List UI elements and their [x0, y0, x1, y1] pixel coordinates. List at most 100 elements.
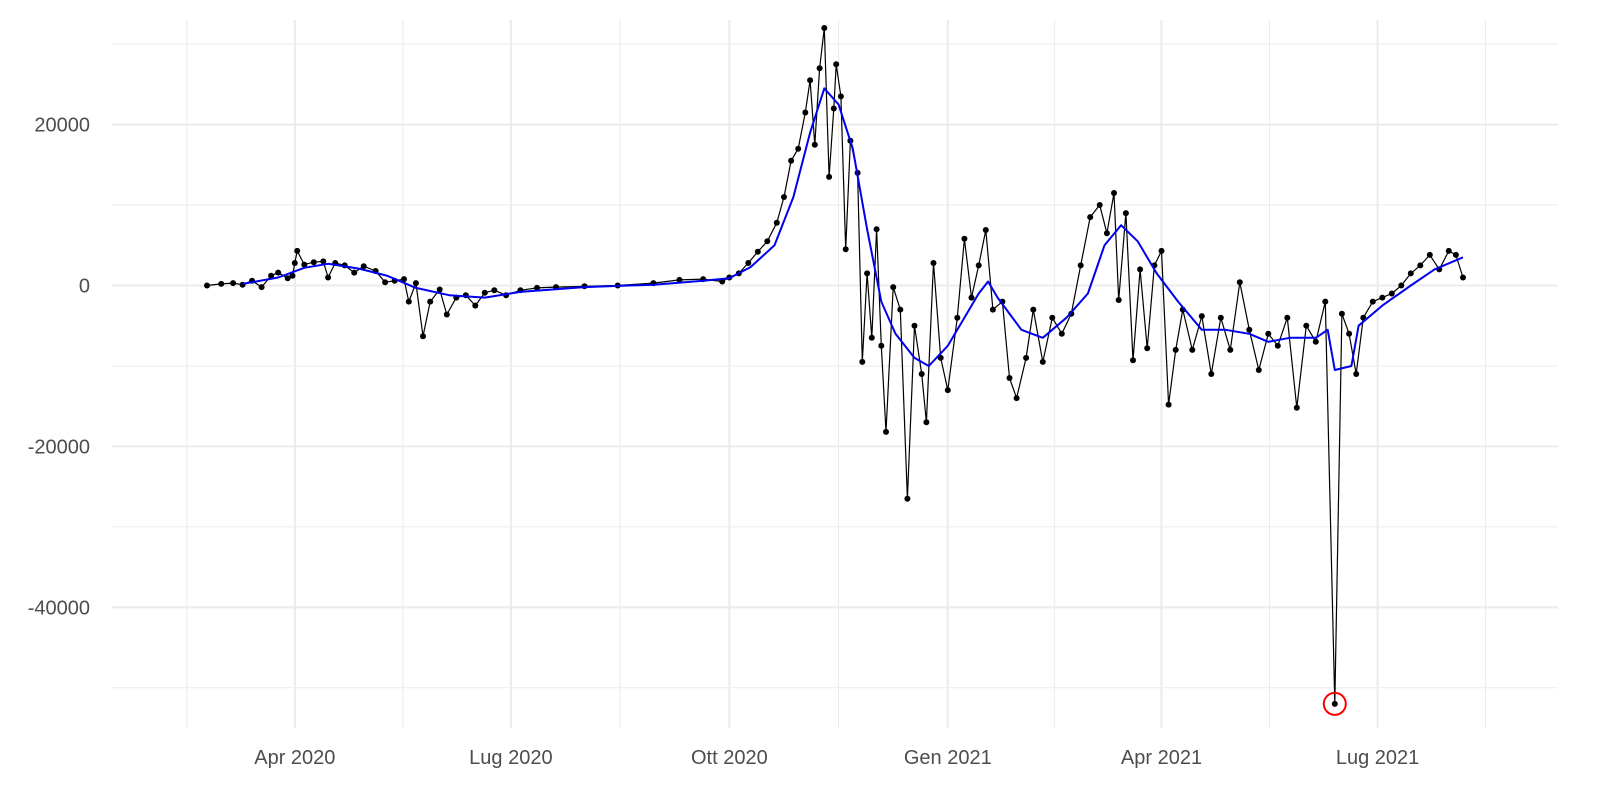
x-tick-label: Gen 2021: [904, 747, 992, 769]
data-point: [864, 270, 871, 277]
data-point: [754, 248, 761, 255]
data-point: [989, 306, 996, 313]
data-point: [1087, 214, 1094, 221]
data-point: [904, 495, 911, 502]
data-point: [1189, 346, 1196, 353]
data-point: [811, 141, 818, 148]
x-tick-label: Lug 2021: [1336, 747, 1419, 769]
grid: [112, 20, 1558, 728]
data-point: [218, 280, 225, 287]
data-point: [1039, 358, 1046, 365]
data-point: [301, 261, 308, 268]
data-point: [294, 247, 301, 254]
data-point: [1165, 401, 1172, 408]
data-point: [291, 260, 298, 266]
data-point: [1379, 294, 1386, 301]
data-point: [1338, 310, 1345, 317]
data-point: [1096, 202, 1103, 208]
data-point: [351, 269, 358, 276]
series-line-trend: [242, 87, 1464, 371]
data-point: [890, 284, 897, 291]
data-point: [1417, 262, 1424, 269]
data-point: [830, 105, 837, 112]
data-point: [1115, 297, 1122, 303]
data-point: [534, 284, 540, 291]
data-point: [1103, 230, 1110, 237]
data-point: [842, 246, 849, 253]
data-point: [911, 322, 918, 329]
data-point: [325, 274, 332, 281]
data-point: [204, 282, 210, 289]
data-point: [961, 235, 968, 242]
annotation-layer: [1322, 691, 1347, 716]
data-point: [481, 289, 488, 296]
x-tick-label: Lug 2020: [469, 747, 552, 769]
data-point: [1407, 270, 1414, 277]
data-point: [868, 334, 875, 341]
data-point: [1255, 367, 1262, 373]
data-point: [1023, 354, 1030, 361]
data-point: [1293, 404, 1300, 411]
axis-labels: 20000 0 -20000 -40000 Apr 2020 Lug 2020 Ott 20…: [28, 115, 1420, 769]
data-point: [1172, 346, 1179, 353]
data-point: [1227, 346, 1234, 353]
y-tick-label: 0: [79, 276, 90, 298]
data-point: [1130, 357, 1136, 364]
data-point: [275, 269, 282, 276]
data-point: [1049, 314, 1056, 321]
data-point: [1236, 279, 1243, 286]
data-point: [289, 272, 296, 279]
data-point: [310, 259, 317, 266]
data-point: [1312, 338, 1319, 345]
data-point: [802, 109, 809, 116]
data-point: [897, 306, 904, 313]
data-point: [923, 419, 930, 426]
x-tick-label: Apr 2020: [254, 747, 335, 769]
data-point: [1369, 298, 1376, 305]
data-point: [258, 284, 265, 291]
data-point: [788, 157, 795, 164]
data-point: [1426, 251, 1433, 258]
data-point: [412, 280, 419, 287]
data-point: [401, 276, 407, 283]
data-point: [1013, 395, 1020, 402]
data-point: [1246, 326, 1253, 333]
data-point: [443, 311, 450, 318]
data-point: [427, 298, 434, 305]
highlight-circle: [1322, 691, 1347, 716]
data-point: [873, 226, 880, 233]
data-point: [472, 302, 479, 309]
data-point: [975, 262, 982, 269]
data-point: [1322, 298, 1329, 305]
data-point: [268, 272, 275, 279]
x-tick-label: Ott 2020: [691, 747, 768, 769]
data-point: [773, 219, 780, 226]
data-point: [821, 25, 828, 31]
data-point: [1353, 371, 1360, 377]
data-point: [745, 260, 752, 266]
data-point: [982, 227, 989, 233]
data-point: [859, 358, 866, 365]
data-point: [405, 298, 412, 305]
data-point: [930, 260, 937, 266]
data-point: [360, 263, 367, 270]
data-point: [968, 294, 975, 301]
data-point: [1198, 313, 1205, 320]
series-layer: [204, 25, 1466, 707]
data-point: [1058, 330, 1065, 337]
data-point: [1144, 345, 1151, 352]
data-point: [284, 275, 291, 282]
data-point: [1398, 282, 1405, 289]
data-point: [1460, 274, 1466, 281]
data-point: [1208, 371, 1215, 377]
data-point: [878, 342, 885, 349]
data-point: [1137, 266, 1144, 273]
data-point: [1274, 342, 1281, 349]
data-point: [1445, 247, 1452, 254]
y-tick-label: -40000: [28, 597, 90, 619]
data-point: [1346, 330, 1353, 337]
data-point: [382, 279, 389, 286]
data-point: [1077, 262, 1084, 269]
data-point: [1452, 251, 1459, 258]
